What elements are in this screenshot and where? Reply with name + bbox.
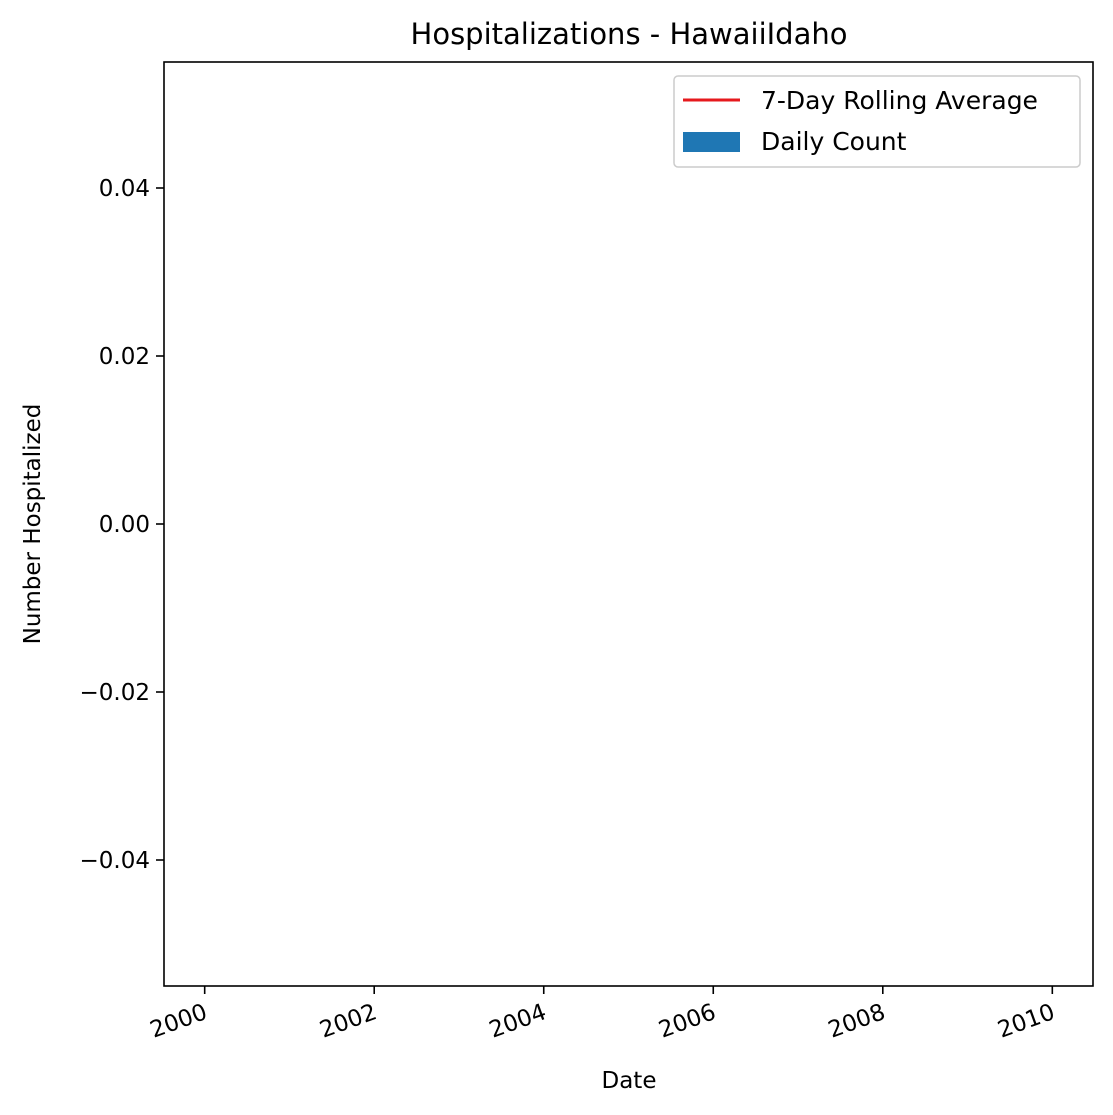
- chart-title: Hospitalizations - HawaiiIdaho: [411, 17, 848, 51]
- legend: 7-Day Rolling Average Daily Count: [673, 75, 1081, 168]
- y-axis-label: Number Hospitalized: [20, 404, 46, 645]
- legend-label-daily-count: Daily Count: [761, 127, 907, 156]
- x-axis-label: Date: [602, 1068, 657, 1094]
- x-tick-label: 2008: [825, 999, 889, 1043]
- x-tick-label: 2002: [316, 999, 380, 1043]
- y-tick-label: −0.02: [80, 680, 150, 706]
- legend-bar-swatch: [683, 132, 740, 152]
- legend-box: [673, 75, 1081, 168]
- y-axis: −0.04 −0.02 0.00 0.02 0.04: [80, 176, 164, 874]
- plot-background: [164, 62, 1093, 986]
- x-tick-label: 2006: [655, 999, 719, 1043]
- x-tick-label: 2004: [486, 999, 550, 1043]
- x-tick-label: 2000: [147, 999, 211, 1043]
- y-tick-label: 0.04: [99, 176, 150, 202]
- x-tick-label: 2010: [994, 999, 1058, 1043]
- y-tick-label: 0.02: [99, 344, 150, 370]
- legend-label-rolling-average: 7-Day Rolling Average: [761, 86, 1038, 115]
- plot-area: [163, 61, 1094, 987]
- y-tick-label: 0.00: [99, 512, 150, 538]
- x-axis: 2000 2002 2004 2006 2008 2010: [147, 986, 1058, 1044]
- y-tick-label: −0.04: [80, 848, 150, 874]
